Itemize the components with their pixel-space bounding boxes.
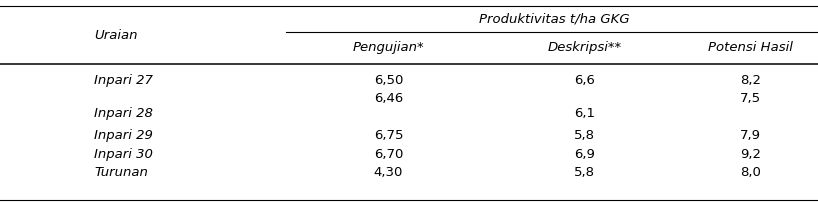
Text: 5,8: 5,8 <box>574 166 596 179</box>
Text: Uraian: Uraian <box>94 29 137 42</box>
Text: Inpari 29: Inpari 29 <box>94 129 153 142</box>
Text: 6,70: 6,70 <box>374 147 403 161</box>
Text: 7,9: 7,9 <box>740 129 761 142</box>
Text: 8,0: 8,0 <box>740 166 761 179</box>
Text: Produktivitas t/ha GKG: Produktivitas t/ha GKG <box>479 12 630 25</box>
Text: 9,2: 9,2 <box>740 147 761 161</box>
Text: Inpari 27: Inpari 27 <box>94 74 153 87</box>
Text: 6,6: 6,6 <box>574 74 596 87</box>
Text: Potensi Hasil: Potensi Hasil <box>708 41 793 54</box>
Text: Deskripsi**: Deskripsi** <box>548 41 622 54</box>
Text: 6,46: 6,46 <box>374 92 403 105</box>
Text: 6,75: 6,75 <box>374 129 403 142</box>
Text: 6,9: 6,9 <box>574 147 596 161</box>
Text: Inpari 30: Inpari 30 <box>94 147 153 161</box>
Text: 8,2: 8,2 <box>740 74 761 87</box>
Text: 6,50: 6,50 <box>374 74 403 87</box>
Text: 4,30: 4,30 <box>374 166 403 179</box>
Text: Pengujian*: Pengujian* <box>353 41 425 54</box>
Text: 5,8: 5,8 <box>574 129 596 142</box>
Text: 7,5: 7,5 <box>740 92 761 105</box>
Text: 6,1: 6,1 <box>574 107 596 120</box>
Text: Turunan: Turunan <box>94 166 148 179</box>
Text: Inpari 28: Inpari 28 <box>94 107 153 120</box>
